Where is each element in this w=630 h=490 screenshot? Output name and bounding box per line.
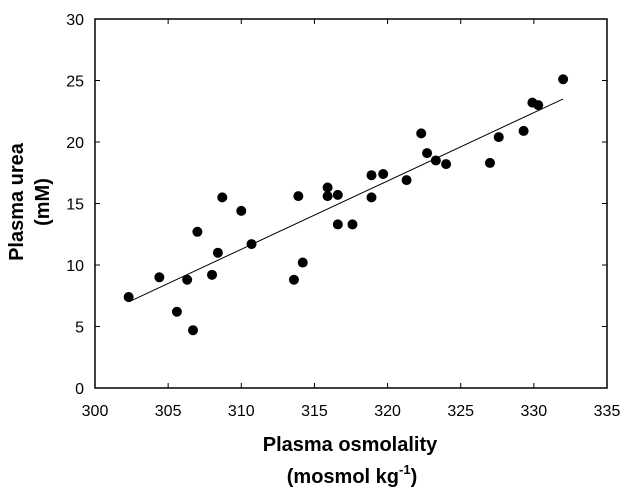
data-point [416,128,427,139]
data-point [171,306,182,317]
y-tick-label: 25 [66,74,84,91]
data-point [182,274,193,285]
data-point [123,291,134,302]
x-tick-label: 325 [447,403,474,420]
x-axis-title: Plasma osmolality [263,434,438,456]
data-point [533,100,544,111]
data-point [246,239,257,250]
data-point [293,191,304,202]
x-axis-unit: (mosmol kg-1) [287,462,417,488]
data-point [493,132,504,143]
data-point [332,219,343,230]
regression-line [128,98,564,303]
x-tick-label: 310 [228,403,255,420]
y-tick-label: 20 [66,135,84,152]
data-point [188,325,199,336]
data-point [288,274,299,285]
x-tick-label: 300 [82,403,109,420]
x-tick-label: 320 [374,403,401,420]
data-point [401,175,412,186]
x-axis-unit-prefix: (mosmol kg [287,466,399,488]
data-point [484,157,495,168]
data-point [558,74,569,85]
y-tick-label: 30 [66,12,84,29]
data-point [236,205,247,216]
data-point [378,168,389,179]
data-point [430,155,441,166]
data-point [441,159,452,170]
y-axis-unit: (mM) [32,178,54,226]
y-axis-title: Plasma urea [6,142,28,261]
x-axis-unit-suffix: ) [411,466,418,488]
y-tick-label: 0 [75,381,84,398]
data-point [212,247,223,258]
x-tick-label: 330 [521,403,548,420]
data-point [347,219,358,230]
data-point [322,182,333,193]
ticks-layer: 300 305 310 315 320 325 330 335 0 5 10 15 20 25 30 [66,12,620,420]
data-point [366,192,377,203]
data-point [518,125,529,136]
data-point [366,170,377,181]
y-tick-label: 10 [66,258,84,275]
data-point [332,189,343,200]
plot-frame [94,18,608,389]
y-tick-label: 15 [66,197,84,214]
x-tick-label: 305 [155,403,182,420]
data-point [207,269,218,280]
data-point [217,192,228,203]
x-tick-label: 335 [594,403,621,420]
x-axis-unit-exponent: -1 [399,462,411,477]
data-point [322,191,333,202]
y-tick-label: 5 [75,320,84,337]
points-layer [123,74,569,336]
data-point [422,148,433,159]
x-tick-label: 315 [301,403,328,420]
data-point [192,226,203,237]
data-point [154,272,165,283]
data-point [297,257,308,268]
